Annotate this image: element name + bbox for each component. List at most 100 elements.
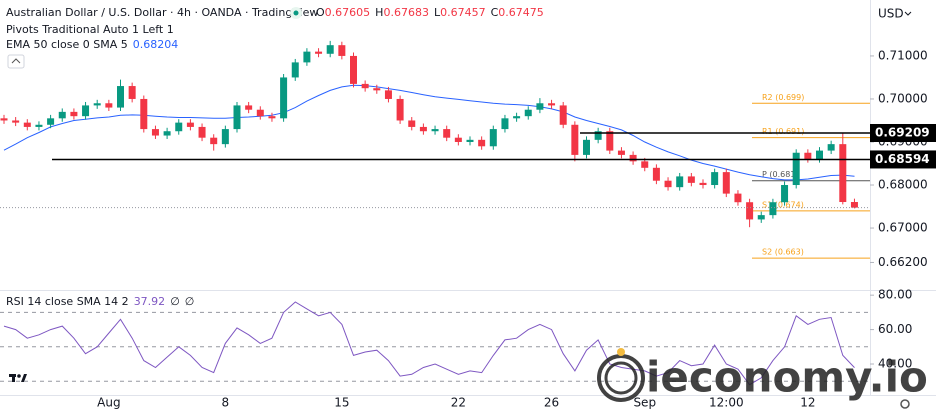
candle-body (338, 45, 346, 56)
candle-body (781, 185, 789, 203)
ohlc-legend: O0.67605 H0.67683 L0.67457 C0.67475 (316, 6, 544, 19)
currency-label: USD (878, 7, 904, 21)
pivots-legend: Pivots Traditional Auto 1 Left 1 (6, 23, 174, 36)
candle-body (361, 83, 369, 89)
price-label: 0.68594 (875, 152, 930, 166)
candle-body (594, 131, 602, 140)
candle-body (163, 131, 171, 136)
collapse-button (7, 54, 25, 69)
price-label-box (870, 123, 936, 142)
x-tick-label: Aug (97, 396, 120, 410)
currency-chevron (904, 11, 912, 16)
pivot-label: P (0.681) (762, 170, 799, 179)
chart-title: Australian Dollar / U.S. Dollar · 4h · O… (6, 6, 318, 19)
pivot-label: R2 (0.699) (762, 93, 804, 102)
ohlc-value: 0.67475 (498, 6, 544, 19)
collapse-icon (11, 58, 21, 64)
candle-body (315, 51, 323, 54)
candle-body (676, 176, 684, 188)
ohlc-key: O (316, 6, 325, 19)
candle-body (629, 154, 637, 162)
candle-body (419, 126, 427, 132)
ema-value: 0.68204 (133, 38, 179, 51)
candle-body (734, 193, 742, 203)
x-tick-label: 26 (544, 396, 559, 410)
x-tick-label: Sep (633, 396, 656, 410)
candle-body (384, 90, 392, 99)
settings-icon[interactable] (900, 399, 910, 409)
candle-body (117, 86, 124, 108)
candle-body (699, 182, 707, 186)
candle-body (233, 105, 241, 130)
candle-body (280, 77, 288, 119)
candle-body (431, 129, 439, 132)
candle-body (350, 55, 357, 84)
candle-body (687, 176, 695, 183)
candle-body (571, 124, 579, 155)
candle-body (652, 167, 660, 181)
candle-body (186, 122, 194, 127)
candle-body (443, 129, 451, 138)
candle-body (373, 88, 381, 91)
candle-body (326, 45, 334, 54)
candle-body (291, 62, 299, 78)
x-tick-label: 12 (800, 396, 815, 410)
y-tick-label: 0.66200 (878, 255, 928, 269)
candle-body (489, 129, 497, 147)
candle-body (711, 172, 719, 186)
candle-body (303, 51, 311, 63)
pivot-label: R1 (0.691) (762, 127, 804, 136)
y-tick-label: 0.70000 (878, 91, 928, 105)
pivot-label: S1 (0.674) (762, 200, 804, 209)
candle-body (478, 139, 486, 147)
candle-body (454, 137, 462, 142)
candle-body (746, 202, 754, 220)
candle-body (792, 152, 800, 186)
x-tick-label: 22 (451, 396, 466, 410)
candle-body (105, 103, 113, 108)
y-tick-label: 40.00 (878, 357, 912, 371)
candle-body (408, 120, 416, 127)
ohlc-key: L (434, 6, 441, 19)
pivot-label: S2 (0.663) (762, 248, 804, 257)
candle-body (70, 111, 78, 117)
candle-body (128, 86, 136, 99)
candle-body (58, 111, 66, 119)
y-tick-label: 0.68000 (878, 178, 928, 192)
candle-body (256, 109, 264, 117)
candle-body (548, 103, 556, 106)
watermark: ieconomy.io (646, 353, 928, 402)
y-tick-label: 0.71000 (878, 48, 928, 62)
candle-body (175, 122, 183, 132)
ohlc-value: 0.67683 (383, 6, 429, 19)
candle-body (536, 103, 544, 110)
candle-body (47, 118, 55, 125)
candle-body (583, 139, 590, 155)
candle-body (82, 105, 90, 117)
candle-body (850, 202, 858, 208)
candle-body (839, 144, 847, 203)
candle-body (151, 129, 159, 136)
rsi-pane (0, 301, 870, 386)
candle-body (513, 116, 521, 119)
ema-name: EMA 50 close 0 SMA 5 (6, 38, 128, 51)
candle-body (93, 103, 101, 106)
rsi-value: 37.92 (134, 295, 166, 308)
candle-body (816, 150, 823, 160)
candle-body (245, 105, 253, 110)
candle-body (769, 202, 777, 216)
y-tick-label: 0.67000 (878, 221, 928, 235)
candle-body (804, 152, 812, 160)
rsi-na: ∅ (185, 295, 195, 308)
candle-body (268, 116, 276, 119)
candle-body (757, 215, 765, 220)
candle-body (198, 126, 206, 138)
rsi-legend: RSI 14 close SMA 14 2 37.92 ∅ ∅ (6, 295, 194, 308)
candle-body (221, 129, 229, 145)
status-dot-inner (293, 10, 299, 16)
candle-body (0, 118, 8, 121)
y-tick-label: 80.00 (878, 288, 912, 302)
candle-body (501, 118, 509, 130)
tradingview-logo (9, 374, 27, 382)
